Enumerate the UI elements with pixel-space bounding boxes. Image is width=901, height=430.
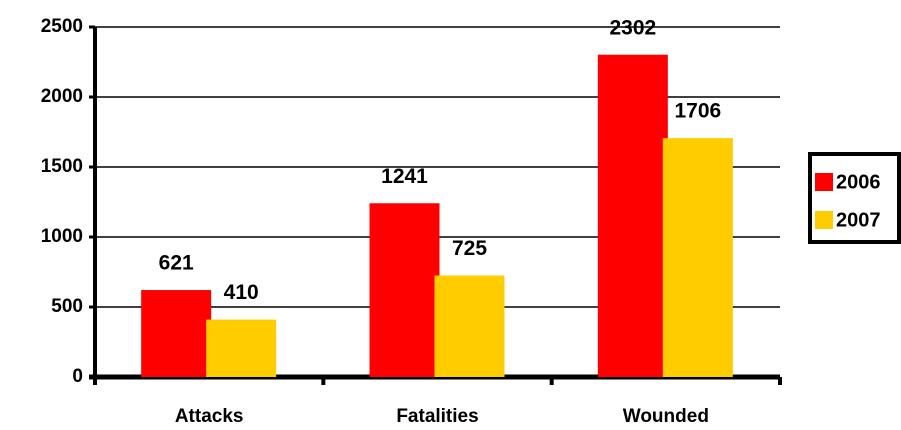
data-label: 1706 <box>674 100 721 123</box>
data-label: 725 <box>452 237 487 260</box>
legend-swatch <box>815 173 833 191</box>
bar <box>434 275 505 377</box>
bar <box>662 138 733 377</box>
y-tick-label: 0 <box>72 366 83 387</box>
y-tick-label: 500 <box>51 296 83 317</box>
data-label: 621 <box>159 252 194 275</box>
bar <box>206 319 277 377</box>
data-label: 1241 <box>381 165 428 188</box>
bar <box>597 54 668 377</box>
legend-swatch <box>815 211 833 229</box>
bar <box>141 290 212 377</box>
y-tick-label: 1500 <box>41 156 83 177</box>
legend-label: 2006 <box>836 171 881 193</box>
bar <box>369 203 440 377</box>
data-label: 410 <box>224 281 259 304</box>
y-tick-label: 2500 <box>41 16 83 37</box>
legend-label: 2007 <box>836 209 881 231</box>
y-tick-label: 1000 <box>41 226 83 247</box>
x-tick-label: Fatalities <box>396 406 478 427</box>
y-tick-label: 2000 <box>41 86 83 107</box>
x-tick-label: Wounded <box>623 406 709 427</box>
data-label: 2302 <box>609 16 656 39</box>
x-tick-label: Attacks <box>175 406 244 427</box>
